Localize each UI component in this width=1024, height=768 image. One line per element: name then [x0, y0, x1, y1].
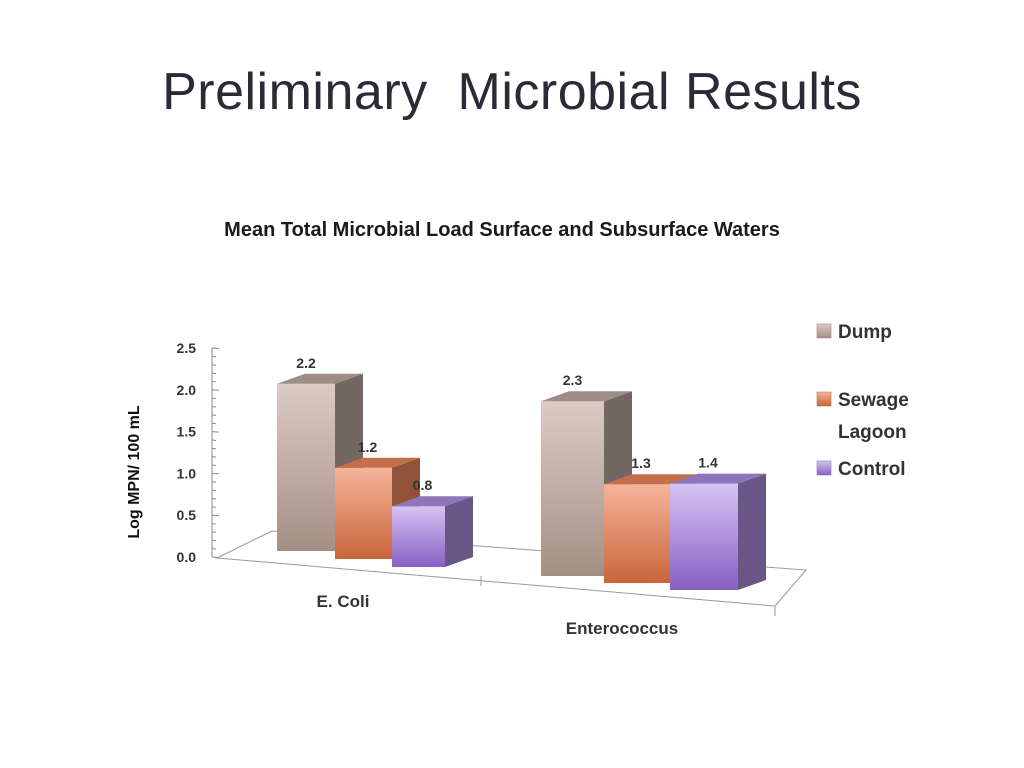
bar-top: [392, 496, 473, 507]
y-major-tick: [211, 389, 220, 391]
legend-label: Dump: [838, 322, 892, 343]
y-minor-tick: [211, 497, 217, 500]
bar-side: [738, 473, 766, 590]
legend-swatch: [816, 391, 832, 407]
bar: [604, 484, 670, 583]
y-major-tick: [211, 472, 220, 475]
y-major-tick: [211, 514, 220, 517]
bar-side: [445, 496, 473, 567]
y-minor-tick: [211, 372, 217, 375]
data-label: 2.3: [563, 372, 583, 388]
legend-swatch: [816, 460, 832, 476]
bar: [670, 483, 738, 590]
y-tick-label: 2.5: [177, 340, 197, 356]
bar: [335, 467, 392, 559]
y-minor-tick: [211, 464, 217, 467]
x-category-label: Enterococcus: [566, 619, 678, 638]
slide-title: Preliminary Microbial Results: [162, 63, 862, 121]
y-minor-tick: [211, 355, 217, 358]
y-tick-label: 2.0: [177, 382, 197, 398]
y-minor-tick: [211, 548, 217, 550]
y-tick-label: 0.5: [177, 507, 197, 523]
bar-top: [604, 474, 698, 485]
y-major-tick: [211, 431, 220, 433]
y-minor-tick: [211, 364, 217, 366]
y-minor-tick: [211, 397, 217, 400]
legend-swatch: [816, 323, 832, 339]
bar-top: [335, 457, 420, 468]
chart-title: Mean Total Microbial Load Surface and Su…: [224, 219, 780, 241]
y-tick-label: 1.5: [177, 424, 197, 440]
y-minor-tick: [211, 523, 217, 525]
legend-label: Sewage: [838, 390, 909, 411]
y-minor-tick: [211, 506, 217, 508]
data-label: 1.2: [358, 439, 378, 455]
bar-top: [277, 373, 363, 384]
y-tick-label: 1.0: [177, 465, 197, 481]
y-major-tick: [211, 347, 220, 349]
bar: [541, 401, 604, 576]
legend-label: Lagoon: [838, 422, 907, 443]
y-minor-tick: [211, 406, 217, 408]
y-minor-tick: [211, 456, 217, 458]
y-minor-tick: [211, 531, 217, 533]
bar-top: [541, 391, 632, 402]
bar: [392, 506, 445, 567]
y-minor-tick: [211, 489, 217, 492]
y-minor-tick: [211, 481, 217, 483]
bar: [277, 383, 335, 551]
y-minor-tick: [211, 539, 217, 542]
y-tick-label: 0.0: [177, 549, 197, 565]
y-minor-tick: [211, 380, 217, 383]
bar-top: [670, 473, 766, 484]
data-label: 2.2: [296, 355, 316, 371]
y-minor-tick: [211, 439, 217, 441]
y-minor-tick: [211, 447, 217, 450]
data-label: 1.4: [698, 455, 718, 471]
x-category-label: E. Coli: [317, 592, 370, 611]
data-label: 0.8: [413, 477, 433, 493]
y-minor-tick: [211, 422, 217, 425]
data-label: 1.3: [631, 455, 651, 471]
legend-label: Control: [838, 459, 906, 480]
y-axis-title: Log MPN/ 100 mL: [126, 405, 143, 539]
y-minor-tick: [211, 414, 217, 416]
